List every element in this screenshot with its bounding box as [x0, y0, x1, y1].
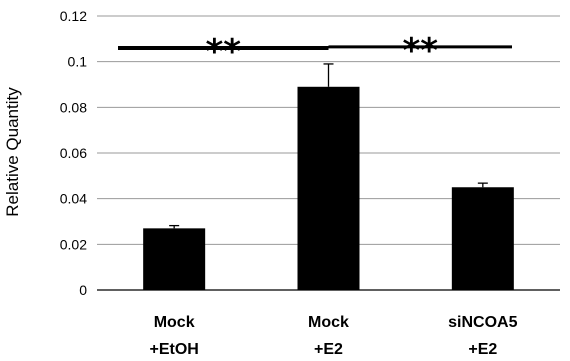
category-label-line1: Mock: [154, 314, 195, 331]
significance-label: **: [402, 31, 438, 71]
category-label-line1: Mock: [308, 314, 349, 331]
category-label-line1: siNCOA5: [448, 314, 517, 331]
category-label-line2: +E2: [468, 341, 497, 358]
category-labels: Mock +EtOH Mock +E2 siNCOA5 +E2: [149, 314, 517, 358]
y-axis-label: Relative Quantity: [3, 87, 22, 217]
y-tick-label: 0.04: [60, 191, 87, 207]
error-bar: [323, 63, 334, 87]
significance-annotations: ** **: [118, 31, 512, 72]
bar: [297, 86, 360, 291]
error-bar: [169, 224, 180, 229]
category-label-line2: +E2: [314, 341, 343, 358]
bars: [143, 86, 514, 291]
y-tick-label: 0.08: [60, 99, 87, 115]
y-tick-label: 0: [79, 282, 87, 298]
error-bar: [477, 182, 488, 188]
y-tick-label: 0.12: [60, 8, 87, 24]
significance-label: **: [205, 32, 241, 72]
y-tick-label: 0.1: [68, 54, 88, 70]
category-label-line2: +EtOH: [149, 341, 198, 358]
y-tick-labels: 0 0.02 0.04 0.06 0.08 0.1 0.12: [60, 8, 87, 298]
y-tick-label: 0.02: [60, 236, 87, 252]
y-tick-label: 0.06: [60, 145, 87, 161]
bar: [143, 228, 206, 290]
bar: [451, 187, 514, 290]
error-bars: [169, 63, 488, 229]
